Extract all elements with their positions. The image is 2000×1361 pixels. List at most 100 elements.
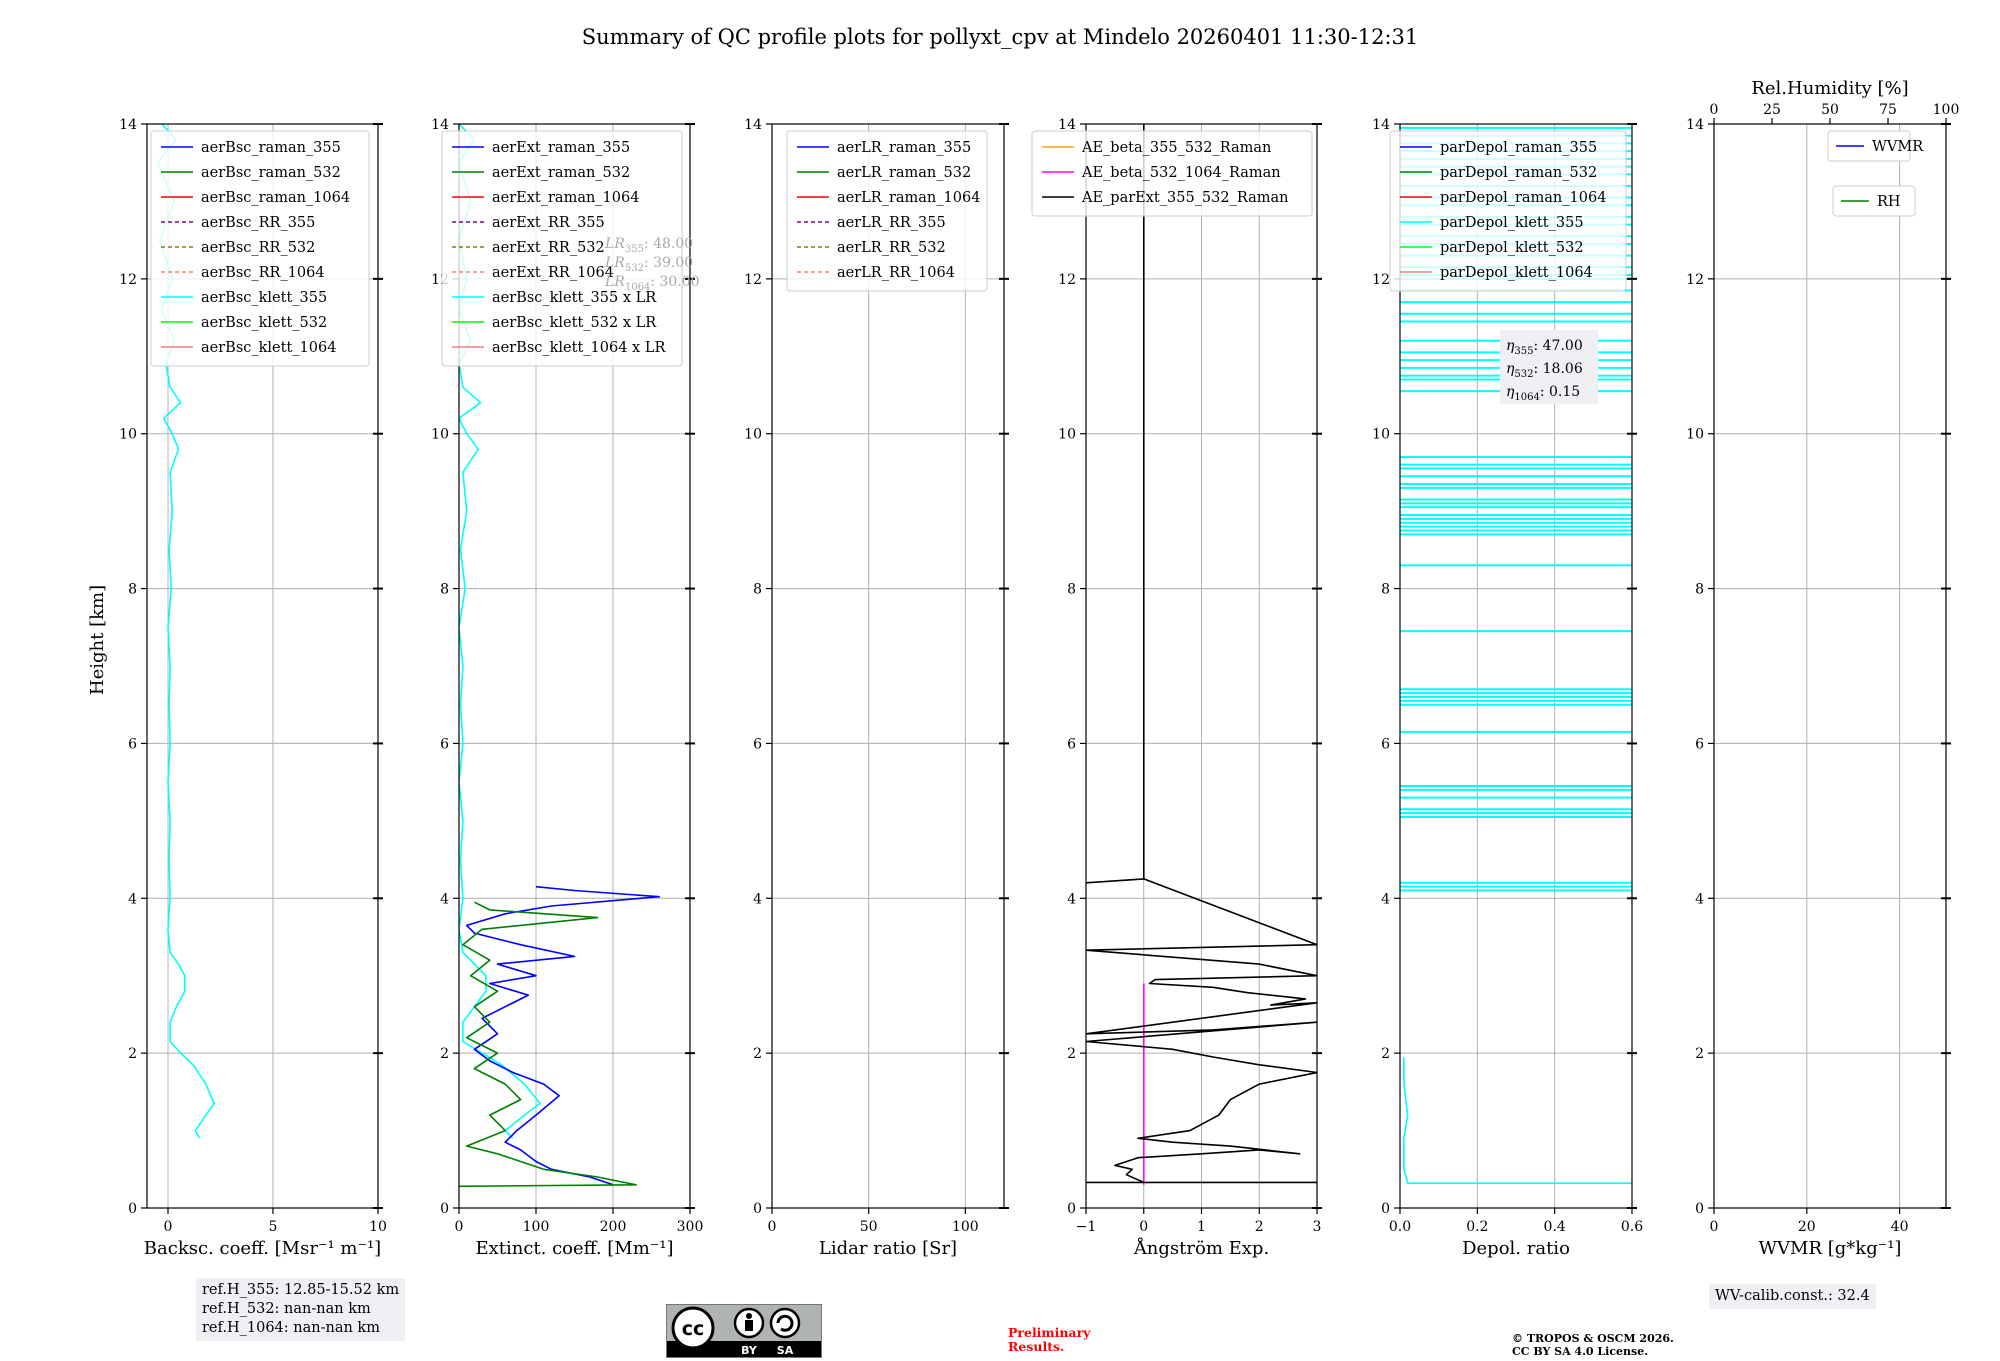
x-tick-label: 100 bbox=[523, 1219, 550, 1235]
x-tick-label: 0 bbox=[455, 1219, 464, 1235]
y-tick-label: 2 bbox=[753, 1046, 762, 1062]
y-tick-label: 2 bbox=[128, 1046, 137, 1062]
top-x-tick-label: 25 bbox=[1763, 102, 1781, 118]
y-tick-label: 10 bbox=[1058, 427, 1076, 443]
x-tick-label: 40 bbox=[1891, 1219, 1909, 1235]
top-x-axis-label: Rel.Humidity [%] bbox=[1751, 78, 1908, 99]
y-tick-label: 10 bbox=[1686, 427, 1704, 443]
figure-title: Summary of QC profile plots for pollyxt_… bbox=[582, 25, 1419, 49]
lidar-ratio-text: LR532: 39.00 bbox=[604, 255, 693, 274]
legend-label: WVMR bbox=[1872, 139, 1924, 155]
x-axis-label: WVMR [g*kg⁻¹] bbox=[1759, 1238, 1902, 1259]
y-axis-label: Height [km] bbox=[87, 585, 108, 695]
x-tick-label: −1 bbox=[1076, 1219, 1097, 1235]
x-axis-label: Extinct. coeff. [Mm⁻¹] bbox=[475, 1238, 673, 1259]
share-alike-icon bbox=[769, 1307, 801, 1339]
y-tick-label: 14 bbox=[1372, 117, 1390, 133]
legend-label: aerBsc_klett_532 bbox=[201, 315, 327, 331]
y-tick-label: 8 bbox=[1695, 582, 1704, 598]
legend-label: AE_beta_532_1064_Raman bbox=[1081, 165, 1281, 181]
axes-frame bbox=[458, 123, 691, 1209]
legend-label: aerExt_raman_1064 bbox=[492, 190, 639, 206]
panel-wvmr: 0 2 4 6 8 10 12 14 0 20 40 WVMR [g*kg⁻¹] 0 25 50 75 100 R… bbox=[1686, 78, 1959, 1259]
legend-label: parDepol_klett_532 bbox=[1440, 240, 1584, 256]
x-tick-label: 1 bbox=[1197, 1219, 1206, 1235]
y-tick-label: 12 bbox=[119, 272, 137, 288]
panel-depol: 0 2 4 6 8 10 12 14 0.0 0.2 0.4 0.6 Depol. ratio parDe… bbox=[1372, 117, 1643, 1259]
y-tick-label: 4 bbox=[128, 891, 137, 907]
legend-label: aerLR_RR_355 bbox=[837, 215, 946, 231]
legend-box bbox=[1827, 130, 1911, 162]
top-x-tick-label: 100 bbox=[1933, 102, 1960, 118]
legend-box bbox=[441, 130, 683, 367]
y-tick-label: 8 bbox=[440, 582, 449, 598]
y-tick-label: 4 bbox=[753, 891, 762, 907]
legend-label: aerLR_RR_532 bbox=[837, 240, 946, 256]
eta-text: η1064: 0.15 bbox=[1506, 384, 1580, 403]
top-x-tick-label: 50 bbox=[1821, 102, 1839, 118]
legend-label: parDepol_raman_1064 bbox=[1440, 190, 1606, 206]
preliminary-note: Preliminary Results. bbox=[1008, 1325, 1091, 1354]
y-tick-label: 14 bbox=[744, 117, 762, 133]
y-tick-label: 2 bbox=[1695, 1046, 1704, 1062]
x-tick-label: 0.2 bbox=[1466, 1219, 1488, 1235]
y-tick-label: 14 bbox=[1058, 117, 1076, 133]
cc-by-text: BY bbox=[741, 1344, 758, 1357]
y-tick-label: 6 bbox=[128, 736, 137, 752]
cc-license-badge: cc BY SA bbox=[666, 1304, 822, 1358]
y-tick-label: 4 bbox=[1381, 891, 1390, 907]
copyright-note: © TROPOS & OSCM 2026. CC BY SA 4.0 Licen… bbox=[1512, 1332, 1674, 1358]
y-tick-label: 0 bbox=[1381, 1201, 1390, 1217]
series-line-parDepol_klett_355 bbox=[1403, 1057, 1632, 1184]
y-tick-label: 8 bbox=[753, 582, 762, 598]
cc-icon bbox=[671, 1306, 715, 1350]
legend-box bbox=[786, 130, 988, 292]
x-tick-label: 0 bbox=[768, 1219, 777, 1235]
y-tick-label: 2 bbox=[1067, 1046, 1076, 1062]
legend-label: AE_beta_355_532_Raman bbox=[1081, 140, 1271, 156]
panel-lidar_ratio: 0 2 4 6 8 10 12 14 0 50 100 Lidar ratio [Sr] aerLR_r… bbox=[744, 117, 1009, 1259]
y-tick-label: 10 bbox=[119, 427, 137, 443]
x-tick-label: 20 bbox=[1798, 1219, 1816, 1235]
legend-label: aerBsc_klett_532 x LR bbox=[492, 315, 657, 331]
legend-label: parDepol_klett_355 bbox=[1440, 215, 1584, 231]
x-tick-label: 100 bbox=[952, 1219, 979, 1235]
y-tick-label: 8 bbox=[128, 582, 137, 598]
x-tick-label: 5 bbox=[269, 1219, 278, 1235]
x-axis-label: Ångström Exp. bbox=[1133, 1237, 1269, 1259]
legend-label: parDepol_raman_355 bbox=[1440, 140, 1597, 156]
legend-label: aerBsc_klett_355 x LR bbox=[492, 290, 657, 306]
legend-label: aerBsc_RR_1064 bbox=[201, 265, 325, 281]
x-tick-label: 2 bbox=[1255, 1219, 1264, 1235]
y-tick-label: 0 bbox=[753, 1201, 762, 1217]
x-tick-label: 50 bbox=[860, 1219, 878, 1235]
eta-text: η355: 47.00 bbox=[1506, 338, 1583, 357]
y-tick-label: 2 bbox=[1381, 1046, 1390, 1062]
legend-box bbox=[1031, 130, 1313, 217]
legend-label: aerExt_raman_532 bbox=[492, 165, 630, 181]
legend-box bbox=[150, 130, 370, 367]
y-tick-label: 14 bbox=[119, 117, 137, 133]
y-tick-label: 14 bbox=[1686, 117, 1704, 133]
legend-label: RH bbox=[1877, 194, 1901, 210]
x-tick-label: 300 bbox=[677, 1219, 704, 1235]
legend-label: parDepol_raman_532 bbox=[1440, 165, 1597, 181]
x-axis-label: Depol. ratio bbox=[1462, 1238, 1570, 1259]
y-tick-label: 10 bbox=[1372, 427, 1390, 443]
cc-label: cc bbox=[682, 1318, 705, 1340]
eta-text: η532: 18.06 bbox=[1506, 361, 1583, 380]
y-tick-label: 6 bbox=[1381, 736, 1390, 752]
axes-frame bbox=[771, 123, 1005, 1209]
legend-label: aerBsc_raman_1064 bbox=[201, 190, 350, 206]
y-tick-label: 0 bbox=[1695, 1201, 1704, 1217]
legend-label: aerExt_RR_355 bbox=[492, 215, 605, 231]
legend-label: aerExt_RR_1064 bbox=[492, 265, 614, 281]
legend-label: parDepol_klett_1064 bbox=[1440, 265, 1593, 281]
y-tick-label: 6 bbox=[753, 736, 762, 752]
legend-label: aerBsc_raman_532 bbox=[201, 165, 341, 181]
y-tick-label: 2 bbox=[440, 1046, 449, 1062]
eta-note: η355: 47.00 η532: 18.06 η1064: 0.15 bbox=[1500, 330, 1598, 404]
series-line-AE_parExt_355_532_Raman bbox=[1086, 124, 1317, 1184]
